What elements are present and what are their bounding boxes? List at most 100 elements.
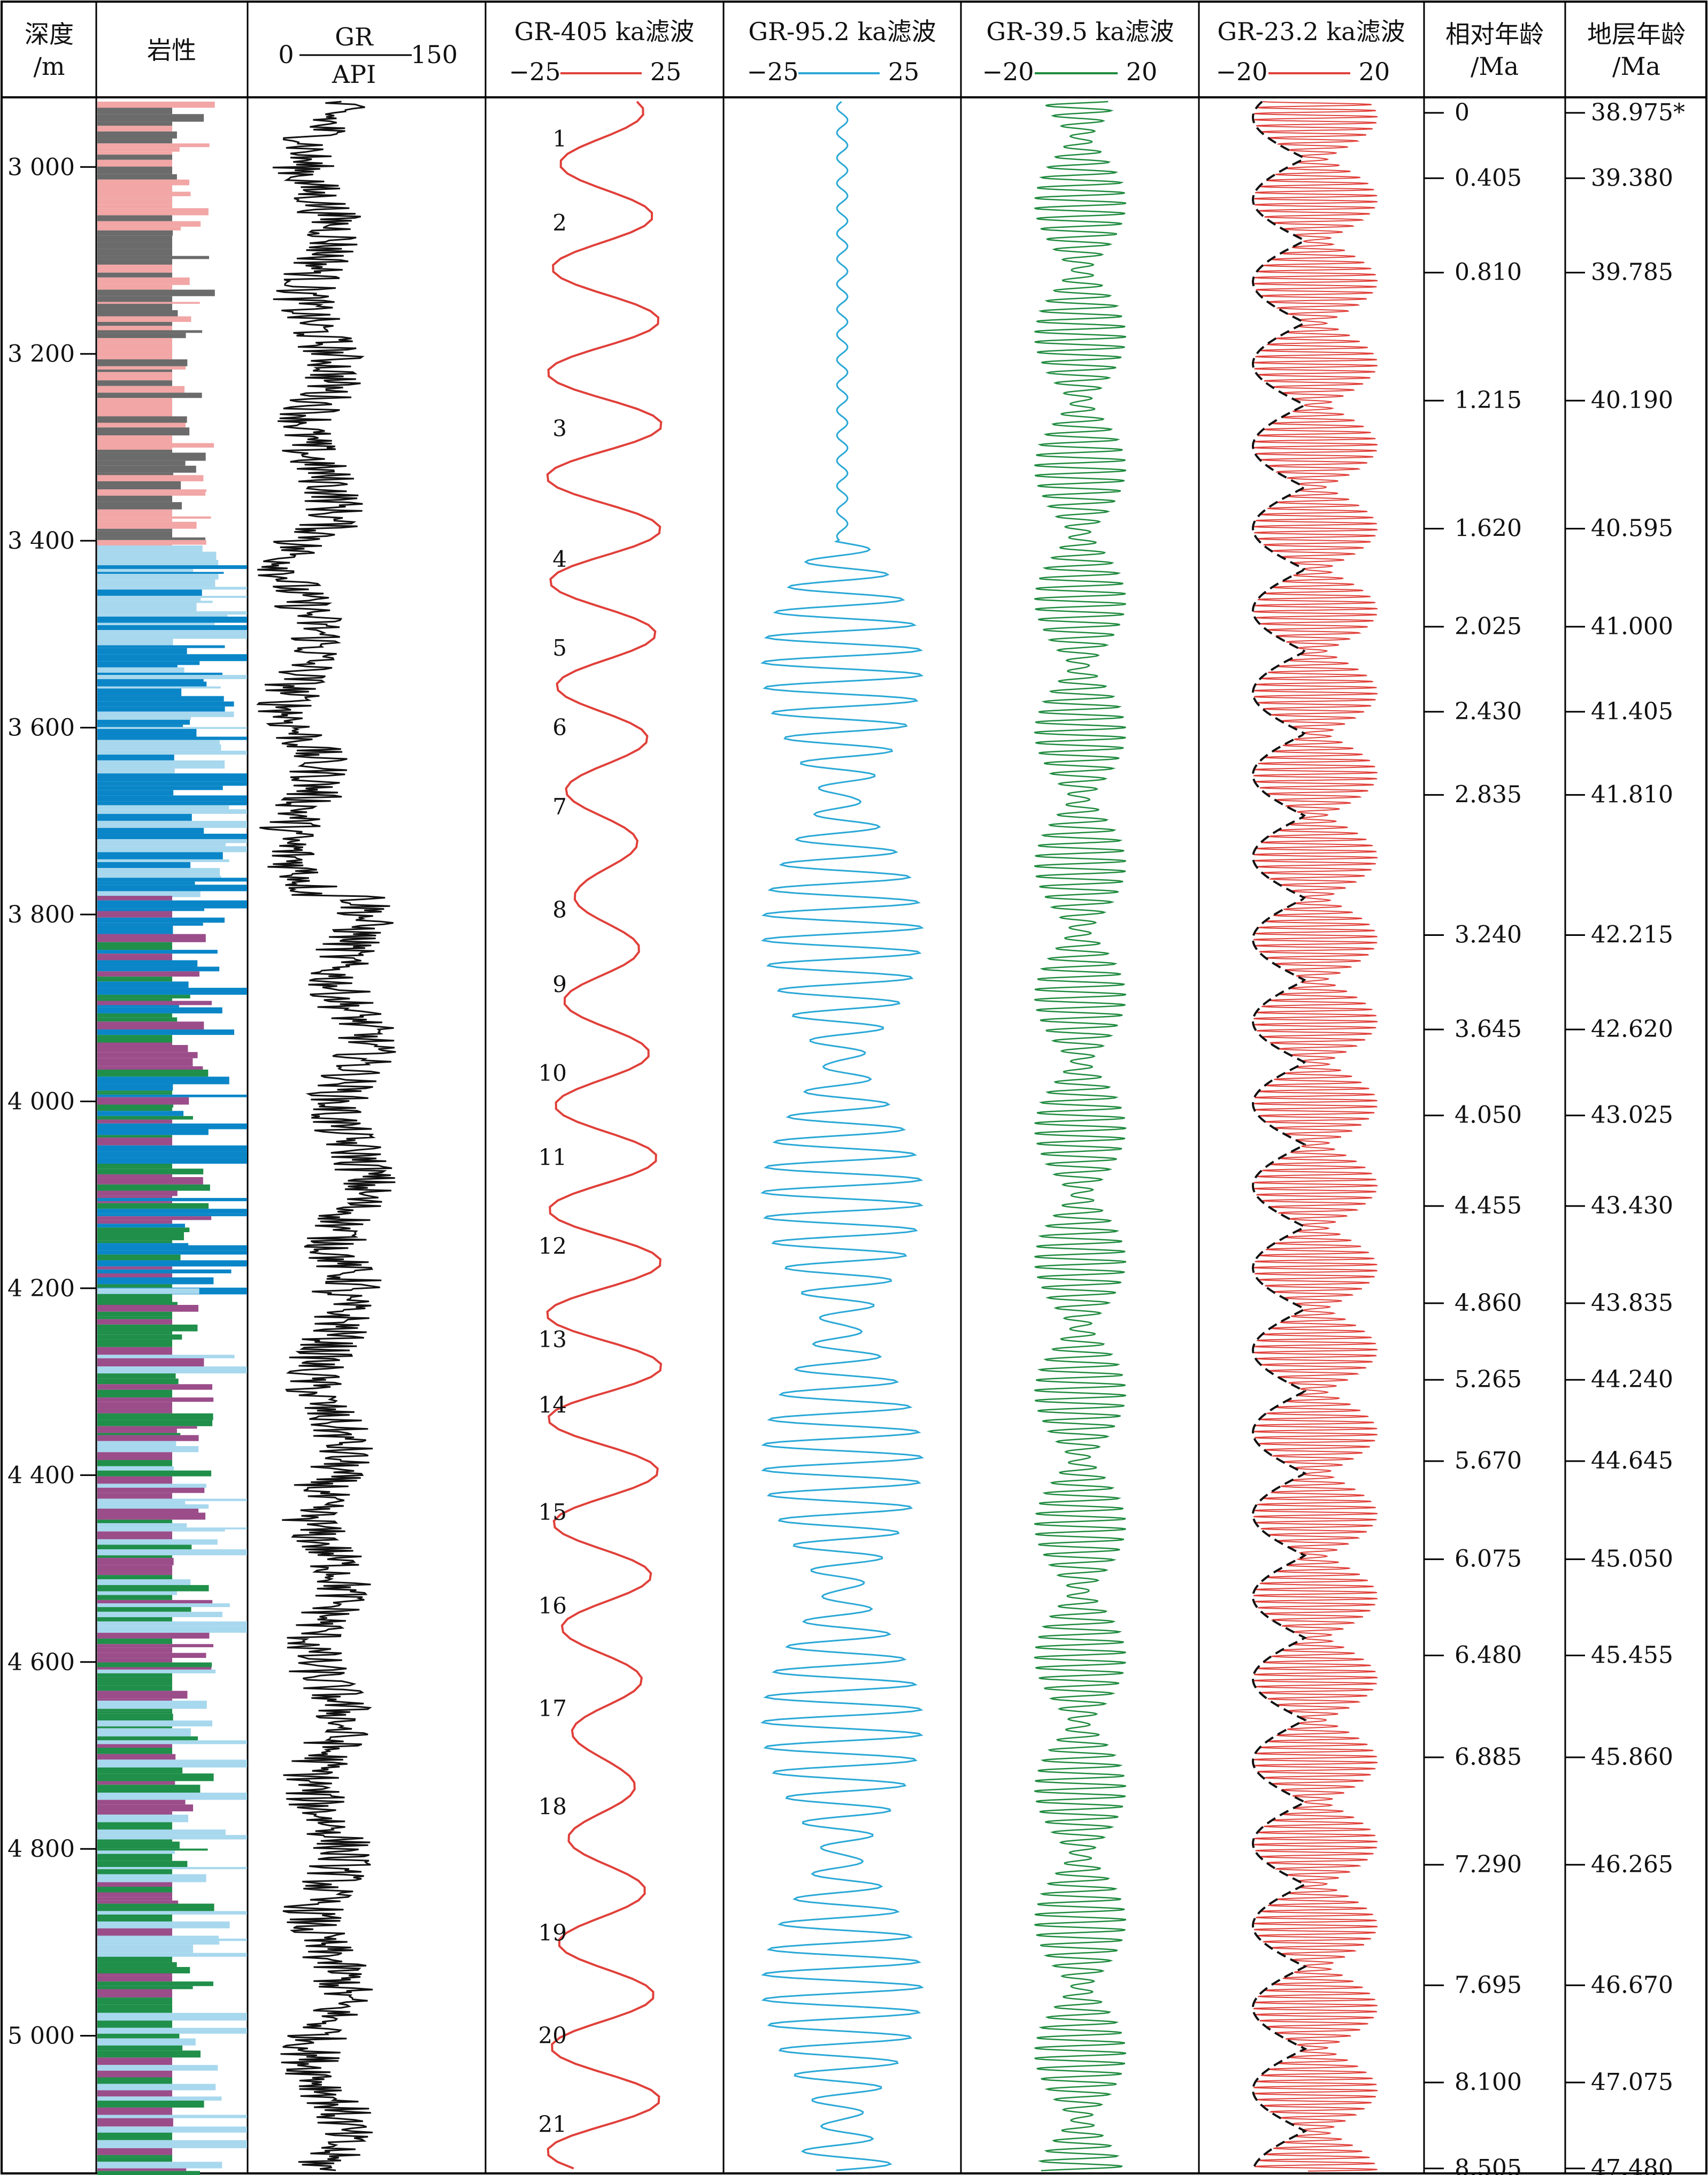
- lithology-bed: [97, 1148, 247, 1152]
- lithology-bed: [97, 1976, 172, 1982]
- lithology-bed: [97, 878, 247, 882]
- lithology-bed: [97, 781, 247, 786]
- lithology-bed: [97, 1793, 247, 1800]
- lithology-bed: [97, 1685, 172, 1691]
- lithology-bed: [97, 1850, 175, 1854]
- f39-scale-min: −20: [982, 57, 1034, 86]
- lithology-bed: [97, 235, 172, 242]
- lithology-bed: [97, 1284, 172, 1288]
- strat-age-label: 41.405: [1591, 698, 1673, 725]
- lithology-bed: [97, 1232, 184, 1241]
- gr-scale-max: 150: [411, 40, 458, 69]
- lithology-bed: [97, 1111, 184, 1116]
- lithology-bed: [97, 264, 172, 273]
- f405-cycle-label: 6: [552, 714, 567, 741]
- lithology-bed: [97, 509, 172, 512]
- lithology-bed: [97, 316, 191, 322]
- lithology-bed: [97, 2012, 247, 2021]
- lithology-bed: [97, 596, 247, 598]
- lithology-bed: [97, 1575, 172, 1580]
- f405-cycle-label: 17: [538, 1695, 567, 1721]
- lithology-bed: [97, 1544, 192, 1550]
- lithology-bed: [97, 1607, 191, 1612]
- lithology-bed: [97, 617, 247, 623]
- lithology-bed: [97, 198, 172, 205]
- rel-age-label: 8.505: [1455, 2155, 1522, 2175]
- f39-track: [1034, 101, 1127, 2172]
- lithology-bed: [97, 2038, 196, 2046]
- strat-age-label: 40.190: [1591, 387, 1673, 414]
- strat-age-label: 43.835: [1591, 1289, 1673, 1317]
- lithology-bed: [97, 196, 172, 198]
- lithology-bed: [97, 460, 186, 466]
- f95-header-title: GR-95.2 ka滤波: [748, 17, 936, 46]
- lithology-bed: [97, 208, 209, 216]
- lithology-bed: [97, 681, 207, 687]
- lithology-bed: [97, 333, 186, 339]
- lithology-bed: [97, 2157, 172, 2162]
- f95-track: [760, 101, 925, 2171]
- lithology-bed: [97, 1288, 199, 1294]
- lithology-bed: [97, 1621, 247, 1626]
- lithology-bed: [97, 1273, 172, 1278]
- lithology-bed: [97, 1316, 172, 1319]
- lithology-bed: [97, 1305, 198, 1312]
- depth-tick-label: 5 000: [7, 2023, 75, 2050]
- lithology-bed: [97, 923, 203, 926]
- lithology-bed: [97, 131, 177, 139]
- lithology-bed: [97, 1921, 230, 1928]
- strat-age-label: 47.075: [1591, 2069, 1673, 2096]
- lithology-bed: [97, 1389, 172, 1398]
- lithology-bed: [97, 1209, 247, 1214]
- lithology-bed: [97, 492, 206, 496]
- lithology-bed: [97, 725, 183, 727]
- depth-tick-label: 3 000: [7, 153, 75, 181]
- lithology-bed: [97, 1119, 172, 1124]
- lithology-bed: [97, 885, 247, 891]
- lithology-bed: [97, 645, 225, 648]
- rel-age-label: 0.810: [1455, 259, 1522, 286]
- rel-age-label: 0.405: [1455, 164, 1522, 191]
- lithology-bed: [97, 846, 247, 852]
- lithology-bed: [97, 981, 189, 988]
- lithology-bed: [97, 862, 191, 868]
- lithology-bed: [97, 1754, 176, 1760]
- gr-scale-min: 0: [278, 40, 294, 69]
- f95-scale-max: 25: [888, 57, 920, 86]
- lithology-bed: [97, 1042, 172, 1046]
- lithology-bed: [97, 1029, 234, 1035]
- lithology-bed: [97, 326, 172, 331]
- lithology-bed: [97, 1800, 186, 1805]
- lithology-bed: [97, 625, 247, 628]
- lithology-bed: [97, 1240, 172, 1243]
- lithology-bed: [97, 1302, 178, 1305]
- f405-cycle-label: 8: [552, 896, 567, 923]
- f405-cycle-label: 7: [552, 794, 567, 820]
- lithology-bed: [97, 1116, 193, 1120]
- rel-age-label: 7.290: [1455, 1851, 1522, 1878]
- lithology-bed: [97, 1549, 247, 1556]
- lithology-bed: [97, 1527, 247, 1530]
- lithology-bed: [97, 1595, 172, 1600]
- f405-cycle-label: 20: [538, 2023, 567, 2049]
- lithology-bed: [97, 1384, 213, 1390]
- lithology-bed: [97, 867, 220, 876]
- lithology-bed: [97, 1090, 172, 1093]
- lithology-bed: [97, 1324, 198, 1332]
- lithology-bed: [97, 1097, 189, 1105]
- lithology-bed: [97, 852, 223, 859]
- lithology-bed: [97, 1531, 172, 1540]
- lithology-bed: [97, 1647, 172, 1653]
- lithology-bed: [97, 1848, 208, 1851]
- lithology-bed: [97, 1397, 214, 1402]
- lithology-bed: [97, 1084, 173, 1091]
- lithology-bed: [97, 1887, 172, 1893]
- depth-tick-label: 3 800: [7, 901, 75, 928]
- rel-age-label: 7.695: [1455, 1971, 1522, 1999]
- lithology-bed: [97, 249, 172, 256]
- lithology-bed: [97, 665, 178, 667]
- lithology-bed: [97, 215, 172, 221]
- lithology-bed: [97, 359, 188, 366]
- lithology-bed: [97, 630, 247, 634]
